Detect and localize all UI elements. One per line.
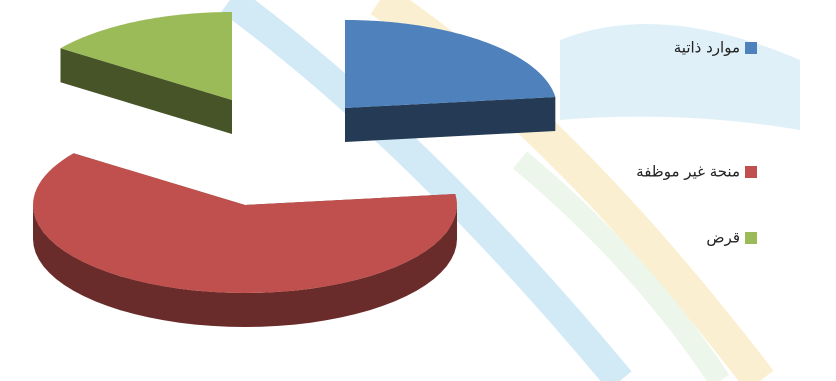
pie-slice [33,153,457,327]
legend-swatch [745,166,757,178]
slice-cut-face [60,48,232,134]
legend-swatch [745,42,757,54]
pie-slice-top [60,12,232,100]
legend: موارد ذاتية منحة غير موظفة قرض [636,39,757,247]
pie [33,12,556,327]
pie-slice [345,20,556,142]
legend-label: منحة غير موظفة [636,163,740,181]
slice-side [33,205,457,327]
legend-swatch [745,232,757,244]
legend-label: قرض [706,229,740,247]
pie-slice-top [33,153,457,293]
legend-label: موارد ذاتية [674,39,740,57]
pie-slice [60,12,232,134]
pie-slice-top [345,20,556,108]
slice-cut-face [345,96,556,142]
